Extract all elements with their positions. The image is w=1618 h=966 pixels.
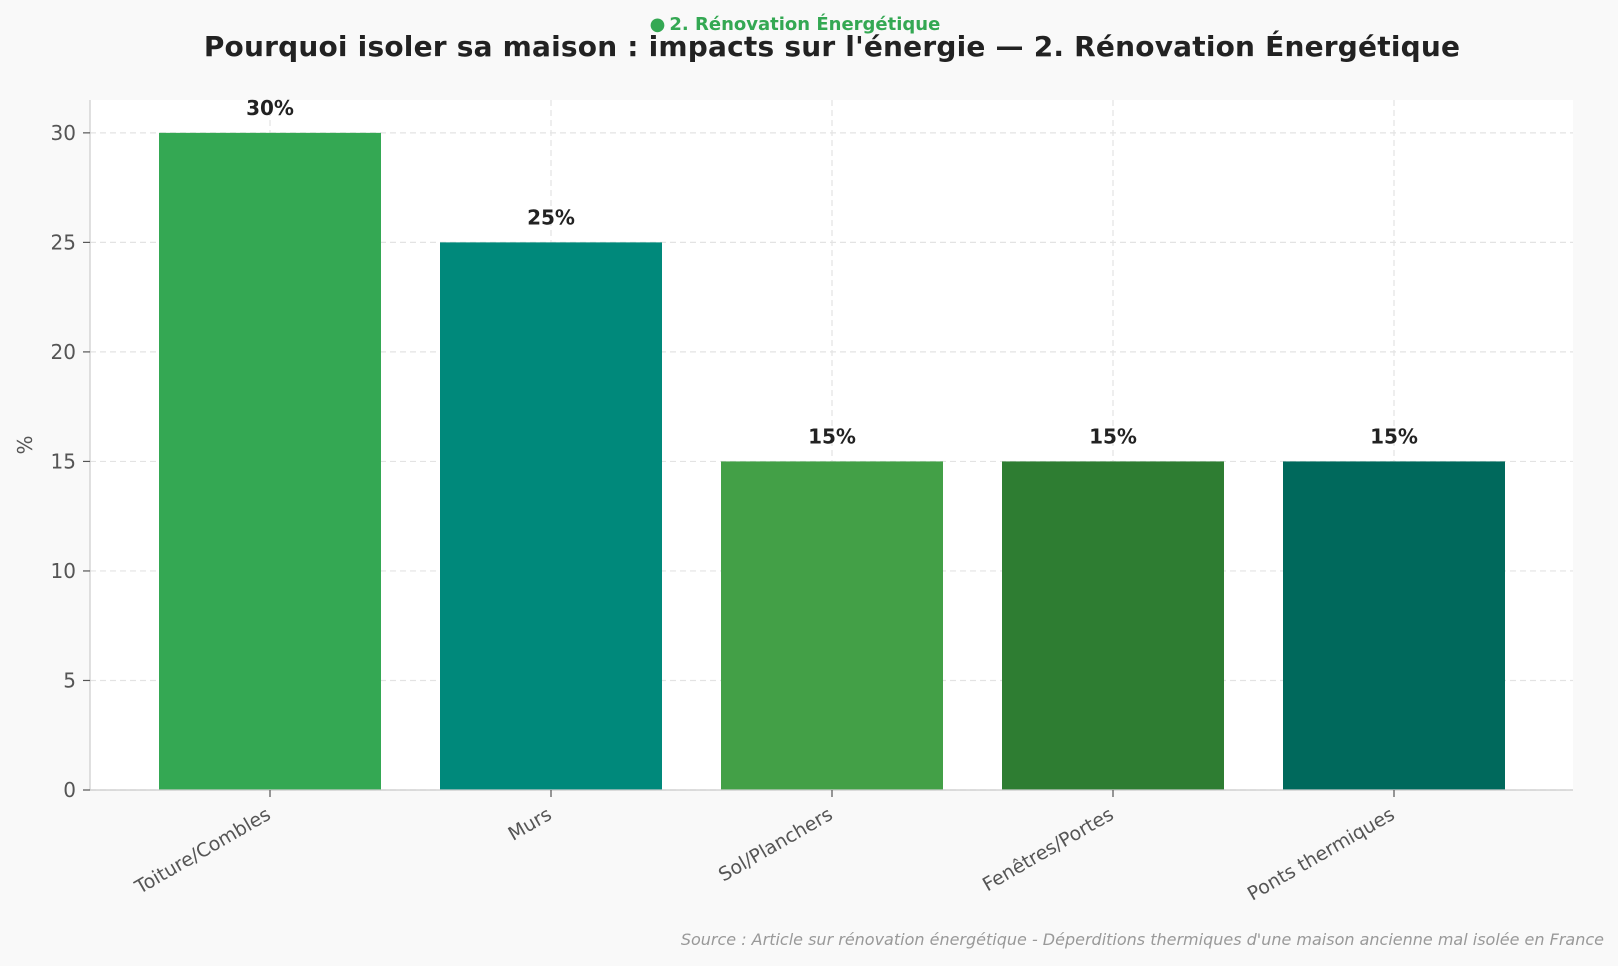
bar: [159, 132, 381, 790]
x-tick-label: Murs: [505, 803, 556, 845]
y-tick-label: 0: [63, 778, 76, 802]
y-tick-label: 5: [63, 668, 76, 692]
bar-value-label: 15%: [1089, 424, 1137, 448]
y-axis-label: %: [13, 435, 37, 454]
y-tick-label: 10: [51, 559, 76, 583]
bar-value-label: 15%: [1370, 424, 1418, 448]
y-tick-label: 30: [51, 121, 76, 145]
section-badge-label: 2. Rénovation Énergétique: [669, 14, 941, 35]
bar-value-label: 25%: [527, 205, 575, 229]
bar: [1283, 461, 1505, 790]
section-badge: ● 2. Rénovation Énergétique: [0, 14, 1590, 35]
y-tick-label: 25: [51, 230, 76, 254]
x-tick-label: Ponts thermiques: [1244, 803, 1399, 905]
bullet-dot-icon: ●: [649, 14, 666, 35]
bar-value-label: 15%: [808, 424, 856, 448]
bar: [440, 242, 662, 790]
bar: [721, 461, 943, 790]
chart-title: Pourquoi isoler sa maison : impacts sur …: [203, 30, 1461, 63]
bar-value-label: 30%: [246, 96, 294, 120]
x-tick-label: Toiture/Combles: [130, 803, 274, 899]
y-tick-label: 20: [51, 340, 76, 364]
x-tick-label: Sol/Planchers: [715, 803, 837, 886]
bar: [1002, 461, 1224, 790]
source-note: Source : Article sur rénovation énergéti…: [680, 930, 1604, 949]
y-tick-label: 15: [51, 449, 76, 473]
x-tick-label: Fenêtres/Portes: [979, 803, 1118, 896]
